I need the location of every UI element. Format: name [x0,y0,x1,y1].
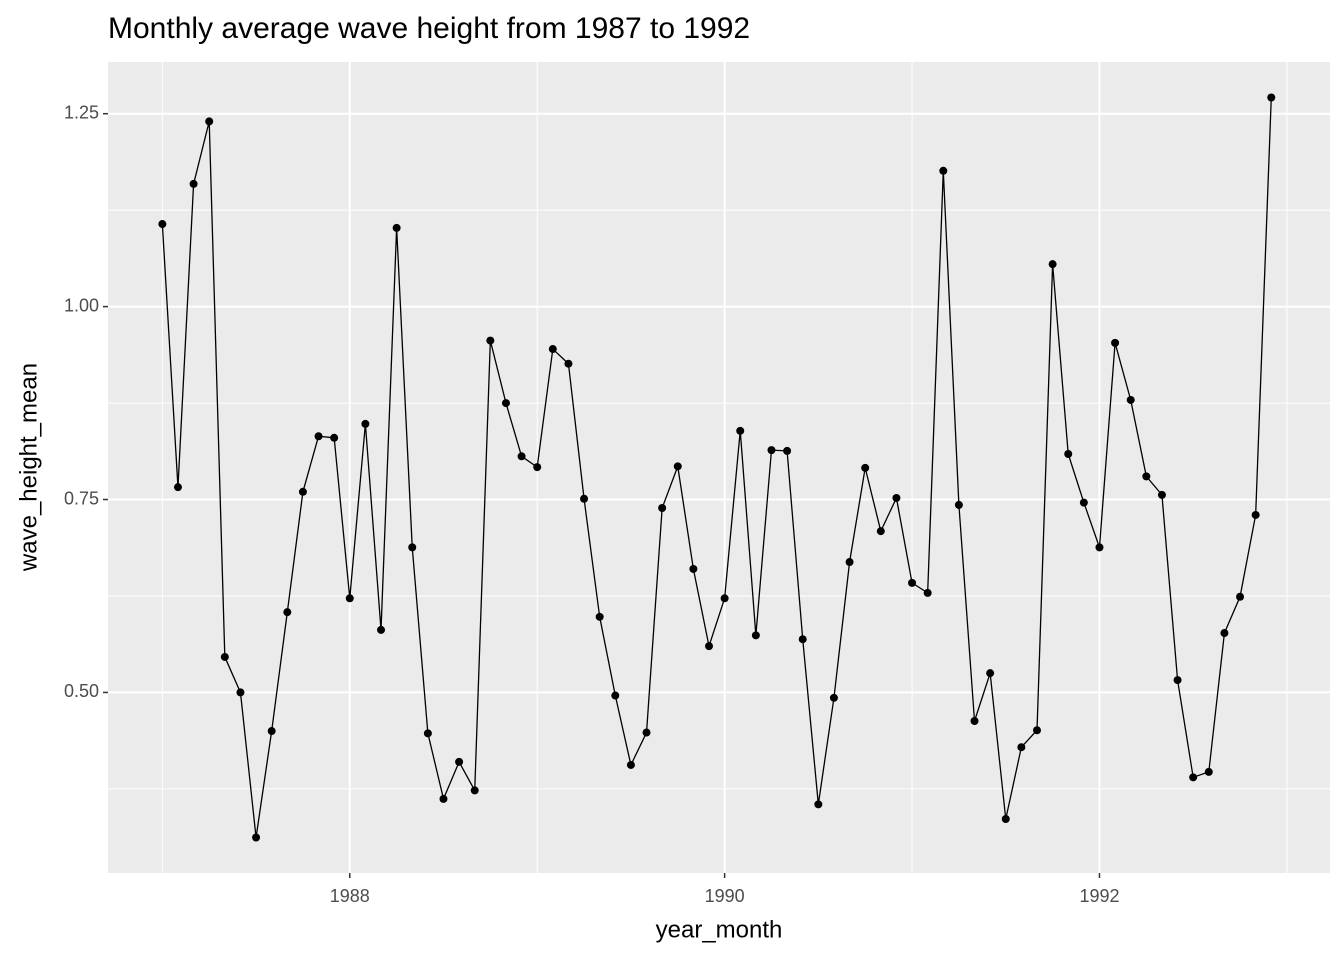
x-tick-label: 1988 [330,886,370,906]
point [1220,629,1229,638]
point [892,493,901,502]
point [220,652,229,661]
point [1142,472,1151,481]
point [392,223,401,232]
point [1189,773,1198,782]
panel [108,62,1330,873]
point [642,728,651,737]
point [876,527,885,536]
point [626,760,635,769]
point [658,504,667,513]
point [1079,498,1088,507]
y-axis-title: wave_height_mean [15,363,42,572]
point [298,487,307,496]
point [408,543,417,552]
point [1064,449,1073,458]
point [548,345,557,354]
point [423,729,432,738]
point [517,452,526,461]
point [1251,510,1260,519]
point [1157,490,1166,499]
point [673,462,682,471]
point [501,399,510,408]
point [236,688,245,697]
point [798,635,807,644]
point [580,494,589,503]
x-axis-title: year_month [656,916,783,943]
point [314,432,323,441]
point [1095,543,1104,552]
point [533,463,542,472]
point [455,757,464,766]
point [486,336,495,345]
y-tick-label: 1.25 [64,102,99,122]
point [1173,676,1182,685]
point [252,833,261,842]
point [908,578,917,587]
point [829,693,838,702]
point [158,220,167,229]
point [954,500,963,509]
point [845,558,854,567]
point [751,631,760,640]
point [173,483,182,492]
point [783,446,792,455]
point [1111,338,1120,347]
point [283,608,292,617]
point [986,669,995,678]
x-tick-label: 1990 [705,886,745,906]
point [1204,767,1213,776]
point [1236,592,1245,601]
point [330,433,339,442]
point [814,800,823,809]
point [564,359,573,368]
line [161,97,1272,838]
point [767,446,776,455]
point [611,691,620,700]
point [361,419,370,428]
point [470,786,479,795]
point [970,716,979,725]
point [705,642,714,651]
point [1267,93,1276,102]
x-tick-label: 1992 [1079,886,1119,906]
point [1001,814,1010,823]
point [205,117,214,126]
point [595,612,604,621]
point [345,594,354,603]
point [689,564,698,573]
point [267,727,276,736]
y-tick-label: 1.00 [64,295,99,315]
y-tick-label: 0.50 [64,681,99,701]
point [377,625,386,634]
point [439,794,448,803]
point [1033,726,1042,735]
point [720,594,729,603]
point [736,426,745,435]
point [1048,260,1057,269]
chart-title: Monthly average wave height from 1987 to… [108,12,750,45]
point [189,179,198,188]
point [1126,395,1135,404]
point [1017,743,1026,752]
point [861,463,870,472]
point [923,588,932,597]
point [939,166,948,175]
y-tick-label: 0.75 [64,488,99,508]
